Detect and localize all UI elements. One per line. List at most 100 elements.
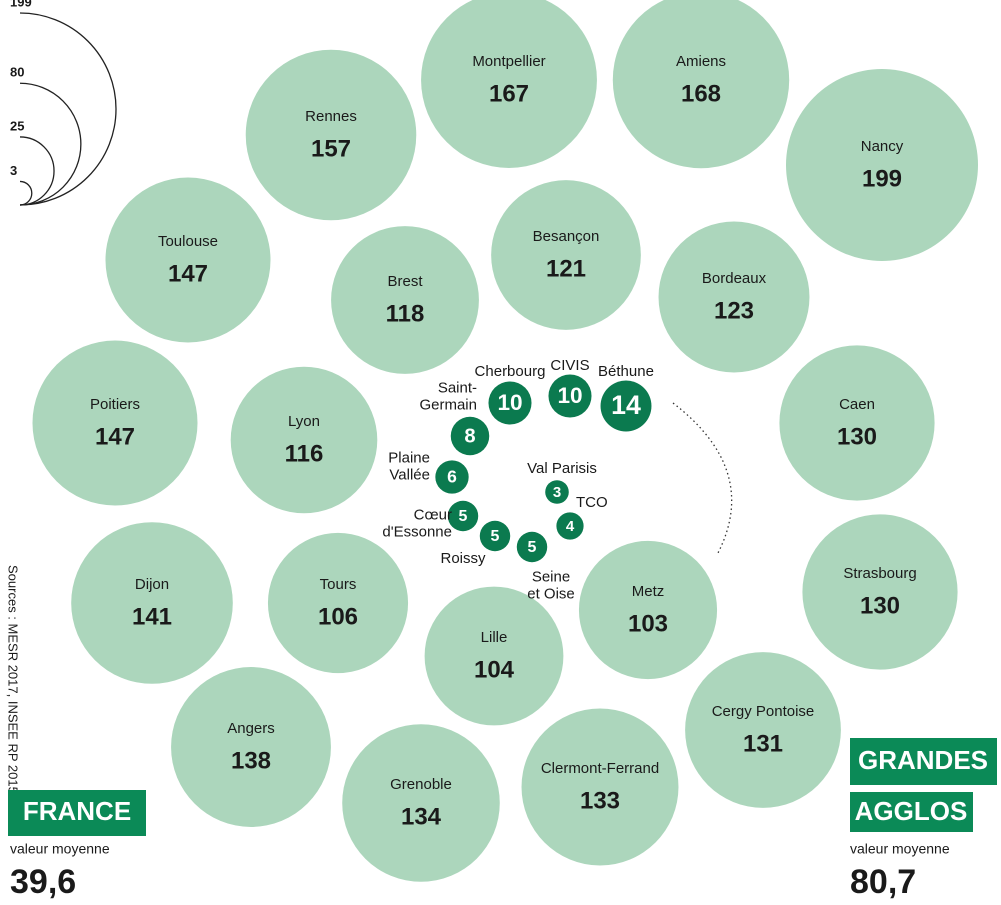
bubble bbox=[435, 460, 469, 494]
bubble bbox=[779, 345, 935, 501]
bubble-value: 138 bbox=[231, 747, 271, 774]
bubble-name: Toulouse bbox=[158, 233, 218, 250]
bubble-value: 134 bbox=[401, 803, 442, 830]
bubble-value: 5 bbox=[459, 508, 468, 525]
size-legend-arc bbox=[19, 136, 55, 206]
bubble-name: Cherbourg bbox=[475, 363, 546, 380]
size-legend-arc bbox=[19, 180, 33, 206]
bubble bbox=[491, 180, 641, 330]
bubble-name: Plaine Vallée bbox=[388, 449, 430, 483]
france-box bbox=[8, 790, 146, 836]
bubble-value: 4 bbox=[566, 518, 575, 535]
size-legend-arc bbox=[19, 12, 117, 206]
bubble bbox=[600, 380, 652, 432]
bubble-name: TCO bbox=[576, 494, 608, 511]
bubble-name: Roissy bbox=[440, 550, 486, 567]
size-legend-arc bbox=[19, 82, 82, 206]
bubble-value: 5 bbox=[528, 539, 537, 556]
size-legend-label: 3 bbox=[10, 163, 17, 178]
bubble-name: Cergy Pontoise bbox=[712, 703, 815, 720]
bubble-value: 133 bbox=[580, 787, 620, 814]
bubble-value: 157 bbox=[311, 135, 351, 162]
bubble bbox=[450, 416, 490, 456]
bubble-name: CIVIS bbox=[550, 357, 589, 374]
france-value: 39,6 bbox=[10, 863, 76, 901]
bubble-name: Béthune bbox=[598, 363, 654, 380]
bubble-value: 3 bbox=[553, 484, 561, 501]
agglos-box bbox=[850, 792, 973, 832]
bubble-value: 141 bbox=[132, 603, 172, 630]
bubble bbox=[612, 0, 790, 169]
agglos-box bbox=[850, 738, 997, 785]
bubble-value: 130 bbox=[860, 592, 900, 619]
bubble bbox=[556, 512, 584, 540]
france-title: FRANCE bbox=[23, 796, 131, 826]
size-legend-label: 199 bbox=[10, 0, 32, 9]
bubble-value: 10 bbox=[497, 390, 522, 415]
bubble-name: Rennes bbox=[305, 108, 357, 125]
bubble-name: Lyon bbox=[288, 413, 320, 430]
bubble-value: 104 bbox=[474, 656, 515, 683]
bubble bbox=[245, 49, 417, 221]
bubble-value: 10 bbox=[557, 383, 582, 408]
source: Sources : MESR 2017, INSEE RP 2015. bbox=[6, 565, 21, 797]
bubble bbox=[421, 0, 597, 168]
bubble-name: Amiens bbox=[676, 53, 726, 70]
bubble bbox=[548, 374, 592, 418]
bubble bbox=[424, 586, 564, 726]
bubble bbox=[267, 532, 409, 674]
france-caption: valeur moyenne bbox=[10, 841, 110, 857]
bubble bbox=[32, 340, 198, 506]
bubble bbox=[516, 531, 548, 563]
bubble-value: 121 bbox=[546, 255, 586, 282]
bubble-value: 106 bbox=[318, 603, 358, 630]
bubble bbox=[786, 69, 978, 261]
agglos-title: GRANDES bbox=[858, 745, 988, 775]
bubble-value: 6 bbox=[447, 467, 457, 487]
bubble bbox=[802, 514, 958, 670]
agglos-title: AGGLOS bbox=[855, 796, 968, 826]
bubble bbox=[578, 540, 718, 680]
bubble-name: Clermont-Ferrand bbox=[541, 760, 659, 777]
bubble bbox=[230, 366, 378, 514]
bubble-name: Besançon bbox=[533, 228, 600, 245]
bubble-name: Nancy bbox=[861, 138, 904, 155]
bubble-name: Seine et Oise bbox=[527, 568, 575, 602]
agglos-value: 80,7 bbox=[850, 863, 916, 901]
bubble bbox=[342, 724, 500, 882]
bubble-name: Poitiers bbox=[90, 396, 140, 413]
bubble-name: Brest bbox=[387, 273, 423, 290]
bubble-value: 8 bbox=[464, 425, 475, 447]
bubble bbox=[105, 177, 271, 343]
bubble bbox=[685, 652, 841, 808]
bubble-value: 147 bbox=[168, 260, 208, 287]
bubble-value: 103 bbox=[628, 610, 668, 637]
bubble-name: Bordeaux bbox=[702, 270, 767, 287]
bubble-name: Strasbourg bbox=[843, 565, 916, 582]
bubble-name: Val Parisis bbox=[527, 460, 597, 477]
bubble-name: Grenoble bbox=[390, 776, 452, 793]
bubble-name: Angers bbox=[227, 720, 275, 737]
size-legend-label: 25 bbox=[10, 118, 24, 133]
bubble bbox=[545, 480, 569, 504]
bubble-name: Cœur d'Essonne bbox=[382, 506, 452, 540]
bubble-value: 123 bbox=[714, 297, 754, 324]
agglos-caption: valeur moyenne bbox=[850, 841, 950, 857]
bubble-name: Caen bbox=[839, 396, 875, 413]
bubble-value: 116 bbox=[285, 440, 324, 467]
bubble-value: 199 bbox=[862, 165, 902, 192]
bubble-value: 5 bbox=[491, 528, 500, 545]
bubble bbox=[171, 667, 331, 827]
size-legend-label: 80 bbox=[10, 65, 24, 80]
bubble bbox=[658, 221, 810, 373]
bubble bbox=[71, 522, 233, 684]
bubble bbox=[479, 520, 511, 552]
bubble-name: Saint-Germain bbox=[419, 379, 477, 413]
bubble bbox=[447, 500, 479, 532]
bubble-name: Tours bbox=[320, 576, 357, 593]
bubble-value: 147 bbox=[95, 423, 135, 450]
bubble-name: Metz bbox=[632, 583, 665, 600]
bubble-name: Lille bbox=[481, 629, 508, 646]
bubble-value: 131 bbox=[743, 730, 783, 757]
